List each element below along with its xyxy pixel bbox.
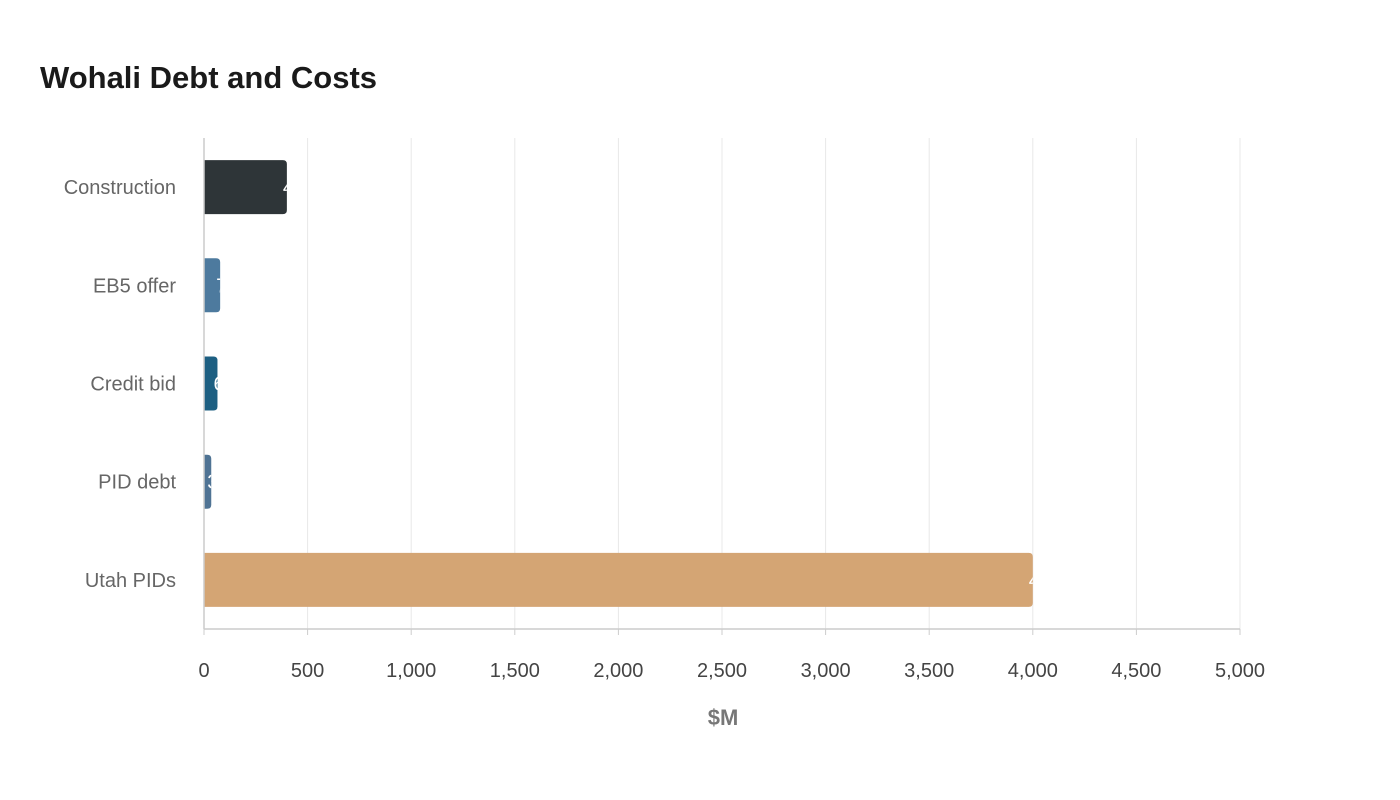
x-tick-label: 500: [291, 660, 324, 682]
x-tick-label: 1,000: [386, 660, 436, 682]
gridlines: [307, 138, 1241, 629]
chart-title: Wohali Debt and Costs: [40, 60, 378, 95]
x-tick-label: 3,500: [904, 660, 954, 682]
bar-pid-debt: [204, 454, 212, 509]
x-axis-title: $M: [708, 705, 739, 730]
data-label: 400: [283, 177, 316, 199]
data-label: 4,000: [1029, 570, 1079, 592]
bar-utah-pids: [204, 552, 1033, 607]
category-label: Utah PIDs: [85, 570, 176, 592]
x-tick-label: 2,000: [593, 660, 643, 682]
axes: [203, 138, 1241, 635]
bar-construction: [204, 160, 287, 215]
bars: 400 78 65 35 4,000: [204, 160, 1079, 607]
category-label: EB5 offer: [93, 275, 176, 297]
x-tick-label: 0: [198, 660, 209, 682]
category-label: PID debt: [98, 472, 176, 494]
data-label: 35: [207, 472, 229, 494]
x-tick-label: 2,500: [697, 660, 747, 682]
x-tick-label: 4,500: [1111, 660, 1161, 682]
data-label: 78: [216, 275, 238, 297]
x-tick-label: 3,000: [801, 660, 851, 682]
data-label: 65: [213, 374, 235, 396]
bar-eb5-offer: [204, 258, 221, 313]
x-tick-label: 1,500: [490, 660, 540, 682]
category-labels: Construction EB5 offer Credit bid PID debt U…: [64, 177, 177, 592]
x-tick-label: 4,000: [1008, 660, 1058, 682]
category-label: Credit bid: [90, 374, 176, 396]
x-tick-labels: 0 500 1,000 1,500 2,000 2,500 3,000 3,500 4,000 4…: [198, 660, 1265, 682]
category-label: Construction: [64, 177, 176, 199]
x-tick-label: 5,000: [1215, 660, 1265, 682]
bar-credit-bid: [204, 356, 218, 411]
